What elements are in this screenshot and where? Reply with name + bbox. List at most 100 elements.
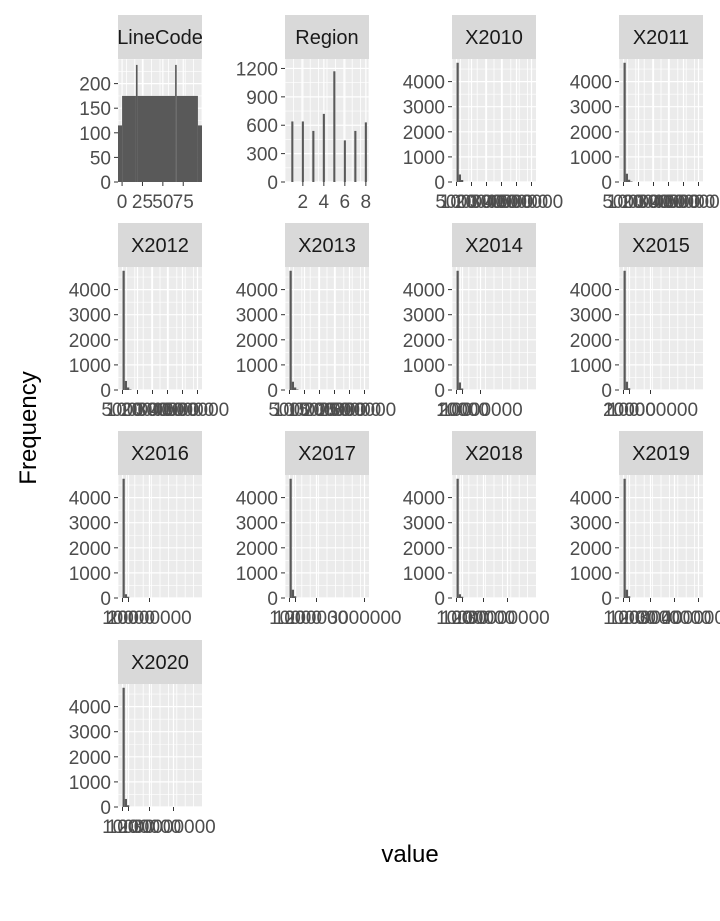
facet-strip bbox=[118, 15, 202, 59]
y-tick-label: 1000 bbox=[570, 148, 612, 169]
x-tick-label: 200000 bbox=[452, 608, 515, 629]
y-tick-label: 0 bbox=[267, 589, 278, 610]
x-tick-label: 10000 bbox=[436, 608, 489, 629]
y-tick-label: 3000 bbox=[69, 306, 111, 327]
x-tick-label: 300000 bbox=[470, 192, 533, 213]
y-tick-label: 150 bbox=[79, 99, 111, 120]
facet-strip-label: X2012 bbox=[131, 235, 189, 257]
facet-strip bbox=[619, 15, 703, 59]
histogram-bar bbox=[296, 389, 299, 390]
y-tick-label: 2000 bbox=[69, 539, 111, 560]
facet-strip bbox=[285, 431, 369, 475]
y-tick-label: 0 bbox=[434, 173, 445, 194]
facet-strip bbox=[285, 15, 369, 59]
x-tick-label: 200000 bbox=[121, 400, 184, 421]
histogram-bar bbox=[176, 95, 198, 182]
facet-panel-x2012: X2012 0 1000 2000 3000 4000 500010000020000030… bbox=[69, 223, 229, 421]
facet-strip-label: X2018 bbox=[465, 443, 523, 465]
y-tick-label: 1000 bbox=[403, 356, 445, 377]
y-tick-label: 3000 bbox=[69, 514, 111, 535]
x-tick-label: 6 bbox=[340, 192, 351, 213]
facet-strip bbox=[452, 15, 536, 59]
facet-panel-region: Region 0 300 600 900 1200 2 4 6 8 bbox=[236, 15, 371, 213]
y-tick-label: 0 bbox=[434, 589, 445, 610]
y-tick-label: 3000 bbox=[570, 306, 612, 327]
x-tick-label: 10000 bbox=[269, 608, 322, 629]
facet-strip-label: LineCode bbox=[117, 27, 203, 49]
x-tick-label: 5000 bbox=[101, 400, 143, 421]
y-tick-label: 4000 bbox=[570, 281, 612, 302]
histogram-bar bbox=[127, 805, 130, 807]
panel-content bbox=[118, 267, 202, 390]
panel-content bbox=[619, 475, 703, 598]
facet-strip bbox=[452, 431, 536, 475]
y-tick-label: 50 bbox=[90, 148, 111, 169]
x-tick-label: 100000 bbox=[440, 192, 503, 213]
y-tick-label: 0 bbox=[267, 381, 278, 402]
histogram-bar bbox=[625, 173, 628, 182]
x-tick-label: 0 bbox=[117, 192, 128, 213]
histogram-bar bbox=[291, 589, 294, 598]
histogram-bar bbox=[127, 387, 130, 390]
y-tick-label: 0 bbox=[434, 381, 445, 402]
y-tick-label: 3000 bbox=[403, 306, 445, 327]
facet-strip-label: X2015 bbox=[632, 235, 690, 257]
y-tick-label: 2000 bbox=[403, 539, 445, 560]
histogram-bar bbox=[623, 62, 626, 182]
histogram-bar bbox=[458, 174, 461, 182]
histogram-bar bbox=[197, 125, 202, 182]
x-tick-label: 200000000 bbox=[603, 400, 698, 421]
panel-content bbox=[118, 684, 202, 807]
y-tick-label: 4000 bbox=[69, 281, 111, 302]
x-tick-label: 400000 bbox=[151, 400, 214, 421]
histogram-bar bbox=[456, 62, 459, 182]
y-tick-label: 4000 bbox=[570, 73, 612, 94]
x-tick-label: 10000 bbox=[603, 400, 656, 421]
y-tick-label: 300 bbox=[246, 145, 278, 166]
x-tick-label: 5000 bbox=[602, 192, 644, 213]
facet-strip-label: X2020 bbox=[131, 652, 189, 674]
histogram-bar bbox=[124, 798, 127, 807]
y-tick-label: 1000 bbox=[236, 564, 278, 585]
panel-content bbox=[619, 59, 703, 182]
x-tick-label: 400000 bbox=[485, 192, 548, 213]
panel-content bbox=[285, 475, 369, 598]
y-tick-label: 2000 bbox=[236, 539, 278, 560]
histogram-bar bbox=[289, 478, 292, 598]
y-tick-label: 1000 bbox=[403, 148, 445, 169]
facet-strip bbox=[118, 640, 202, 684]
facet-strip-label: Region bbox=[295, 27, 358, 49]
x-tick-label: 25 bbox=[132, 192, 153, 213]
facet-strip bbox=[118, 223, 202, 267]
y-tick-label: 1000 bbox=[69, 356, 111, 377]
histogram-bar bbox=[291, 121, 294, 182]
histogram-bar bbox=[135, 64, 138, 182]
histogram-bar bbox=[129, 389, 132, 390]
x-tick-label: 300000 bbox=[136, 400, 199, 421]
y-tick-label: 2000 bbox=[69, 748, 111, 769]
facet-strip-label: X2014 bbox=[465, 235, 523, 257]
x-tick-label: 20000000 bbox=[107, 608, 192, 629]
facet-strip bbox=[452, 223, 536, 267]
x-tick-label: 10000 bbox=[603, 608, 656, 629]
histogram-bar bbox=[456, 270, 459, 390]
facet-panel-x2019: X2019 0 1000 2000 3000 4000 100100002000003000… bbox=[570, 431, 720, 629]
y-tick-label: 200 bbox=[79, 75, 111, 96]
histogram-bar bbox=[628, 179, 631, 182]
y-tick-label: 0 bbox=[267, 173, 278, 194]
histogram-bar bbox=[623, 270, 626, 390]
x-tick-label: 50 bbox=[152, 192, 173, 213]
panel-content bbox=[118, 475, 202, 598]
x-tick-label: 300000 bbox=[637, 192, 700, 213]
x-tick-label: 30000000 bbox=[465, 608, 550, 629]
facet-strip-label: X2011 bbox=[633, 27, 689, 49]
y-tick-label: 4000 bbox=[69, 698, 111, 719]
x-tick-label: 100000 bbox=[106, 400, 169, 421]
x-tick-label: 500000 bbox=[166, 400, 229, 421]
x-tick-label: 4000000 bbox=[662, 608, 720, 629]
facet-panel-x2010: X2010 0 1000 2000 3000 4000 500010000020000030… bbox=[403, 15, 563, 213]
y-tick-label: 2000 bbox=[570, 331, 612, 352]
histogram-bar bbox=[461, 596, 464, 598]
